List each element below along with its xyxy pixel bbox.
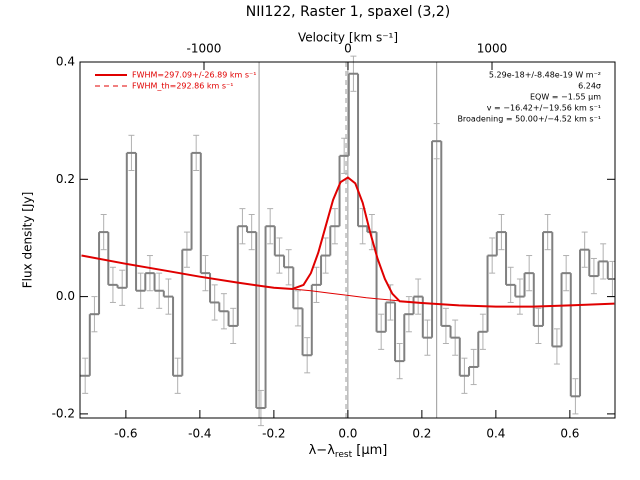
x2-axis-label: Velocity [km s⁻¹]	[298, 31, 398, 45]
y-tick-label: 0.0	[56, 289, 75, 303]
y-tick-label: -0.2	[52, 406, 75, 420]
annotation: Broadening = 50.00+/−4.52 km s⁻¹	[457, 115, 601, 124]
y-axis-label: Flux density [Jy]	[21, 192, 35, 289]
x-label-unit: [μm]	[352, 443, 387, 458]
x-label-main: λ−λ	[309, 443, 336, 458]
x2-tick-label: -1000	[187, 42, 222, 56]
fit-line	[81, 176, 615, 308]
x2-tick-label: 1000	[477, 42, 508, 56]
x-tick-label: -0.2	[262, 427, 285, 441]
x-tick-label: 0.6	[560, 427, 579, 441]
chart-title: NII122, Raster 1, spaxel (3,2)	[246, 4, 451, 20]
x-label-sub: rest	[335, 450, 353, 460]
annotation: EQW = −1.55 μm	[530, 93, 601, 102]
x-tick-label: 0.4	[486, 427, 505, 441]
x-axis-label: λ−λrest [μm]	[309, 443, 388, 460]
x-tick-label: -0.6	[114, 427, 137, 441]
y-tick-label: 0.2	[56, 172, 75, 186]
x-tick-label: -0.4	[188, 427, 211, 441]
x2-tick-label: 0	[344, 42, 352, 56]
annotation: 6.24σ	[578, 82, 601, 91]
y-tick-label: 0.4	[56, 55, 75, 69]
legend-label: FWHM=297.09+/-26.89 km s⁻¹	[132, 71, 256, 80]
fit-line	[292, 288, 404, 302]
annotation: v = −16.42+/−19.56 km s⁻¹	[487, 104, 601, 113]
legend-label: FWHM_th=292.86 km s⁻¹	[132, 82, 233, 91]
x-tick-label: 0.0	[338, 427, 357, 441]
annotation: 5.29e-18+/-8.48e-19 W m⁻²	[489, 71, 601, 80]
x-tick-label: 0.2	[412, 427, 431, 441]
